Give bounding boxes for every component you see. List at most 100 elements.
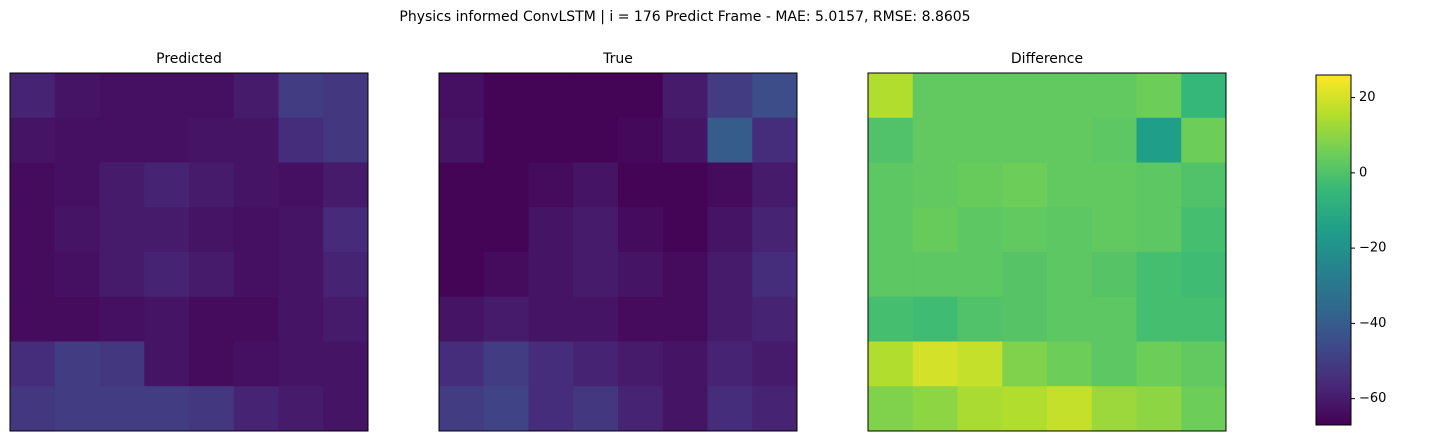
heatmap-cell: [99, 207, 145, 253]
heatmap-cell: [618, 341, 664, 387]
heatmap-cell: [707, 341, 753, 387]
heatmap-cell: [1091, 296, 1137, 342]
heatmap-cell: [323, 296, 369, 342]
colorbar: [1315, 74, 1352, 426]
heatmap-cell: [707, 296, 753, 342]
heatmap-cell: [278, 207, 324, 253]
heatmap-cell: [278, 117, 324, 163]
heatmap-cell: [10, 117, 56, 163]
heatmap-cell: [483, 207, 529, 253]
heatmap-cell: [189, 386, 235, 432]
heatmap-cell: [233, 207, 279, 253]
heatmap-cell: [278, 386, 324, 432]
heatmap-cell: [618, 296, 664, 342]
figure-title: Physics informed ConvLSTM | i = 176 Pred…: [399, 9, 970, 25]
heatmap-cell: [662, 73, 708, 119]
heatmap-cell: [573, 341, 619, 387]
heatmap-cell: [1091, 73, 1137, 119]
panel-title: True: [602, 51, 633, 67]
heatmap-cell: [483, 252, 529, 298]
heatmap-cell: [483, 341, 529, 387]
heatmap-cell: [1181, 117, 1227, 163]
heatmap-cell: [707, 117, 753, 163]
panel-frame: [438, 72, 798, 432]
heatmap-cell: [528, 207, 574, 253]
heatmap-cell: [528, 252, 574, 298]
heatmap-cell: [528, 341, 574, 387]
heatmap-cell: [868, 207, 914, 253]
heatmap-cell: [323, 341, 369, 387]
heatmap-cell: [662, 117, 708, 163]
heatmap-cell: [957, 73, 1003, 119]
heatmap-cell: [1181, 207, 1227, 253]
heatmap-cell: [1047, 117, 1093, 163]
heatmap-cell: [1181, 341, 1227, 387]
heatmap-cell: [1002, 117, 1048, 163]
heatmap-cell: [957, 162, 1003, 208]
heatmap-cell: [752, 386, 798, 432]
heatmap-cell: [323, 386, 369, 432]
panel-frame: [867, 72, 1227, 432]
heatmap-cell: [323, 162, 369, 208]
heatmap-cell: [1002, 296, 1048, 342]
heatmap-cell: [957, 296, 1003, 342]
heatmap-cell: [1047, 252, 1093, 298]
heatmap-cell: [439, 341, 485, 387]
heatmap-cell: [439, 386, 485, 432]
heatmap-cell: [662, 207, 708, 253]
heatmap-cell: [54, 296, 100, 342]
heatmap-cell: [1136, 207, 1182, 253]
heatmap-cell: [1002, 341, 1048, 387]
heatmap-cell: [99, 162, 145, 208]
heatmap-cell: [54, 117, 100, 163]
heatmap-cell: [233, 296, 279, 342]
panel-title: Predicted: [156, 51, 222, 67]
heatmap-cell: [54, 252, 100, 298]
heatmap-cell: [957, 386, 1003, 432]
heatmap-cell: [912, 117, 958, 163]
heatmap-cell: [1002, 73, 1048, 119]
heatmap-cell: [707, 73, 753, 119]
colorbar-tick-label: −40: [1359, 316, 1386, 331]
heatmap-cell: [323, 117, 369, 163]
heatmap-cell: [912, 296, 958, 342]
colorbar-tick-label: −20: [1359, 241, 1386, 256]
heatmap-cell: [1002, 252, 1048, 298]
heatmap-cell: [144, 252, 190, 298]
heatmap-cell: [618, 207, 664, 253]
heatmap-cell: [573, 162, 619, 208]
heatmap-cell: [1136, 117, 1182, 163]
heatmap-cell: [278, 341, 324, 387]
heatmap-cell: [752, 252, 798, 298]
heatmap-cell: [439, 252, 485, 298]
heatmap-cell: [868, 341, 914, 387]
heatmap-cell: [912, 162, 958, 208]
heatmap-cell: [707, 386, 753, 432]
heatmap-cell: [868, 386, 914, 432]
heatmap-cell: [868, 162, 914, 208]
heatmap-cell: [483, 296, 529, 342]
heatmap-cell: [573, 73, 619, 119]
heatmap-cell: [54, 73, 100, 119]
heatmap-cell: [10, 207, 56, 253]
heatmap-cell: [1002, 386, 1048, 432]
heatmap-cell: [1181, 252, 1227, 298]
heatmap-cell: [233, 252, 279, 298]
heatmap-cell: [1047, 207, 1093, 253]
colorbar-tick-label: 20: [1359, 90, 1376, 105]
heatmap-cell: [439, 117, 485, 163]
heatmap-cell: [707, 207, 753, 253]
heatmap-cell: [278, 252, 324, 298]
heatmap-cell: [1136, 296, 1182, 342]
heatmap-cell: [752, 73, 798, 119]
heatmap-cell: [54, 207, 100, 253]
heatmap-cell: [439, 73, 485, 119]
heatmap-cell: [144, 341, 190, 387]
heatmap-cell: [1181, 386, 1227, 432]
heatmap-cell: [439, 162, 485, 208]
heatmap-cell: [189, 73, 235, 119]
heatmap-cell: [912, 73, 958, 119]
colorbar-tick-label: 0: [1359, 165, 1367, 180]
heatmap-cell: [99, 386, 145, 432]
